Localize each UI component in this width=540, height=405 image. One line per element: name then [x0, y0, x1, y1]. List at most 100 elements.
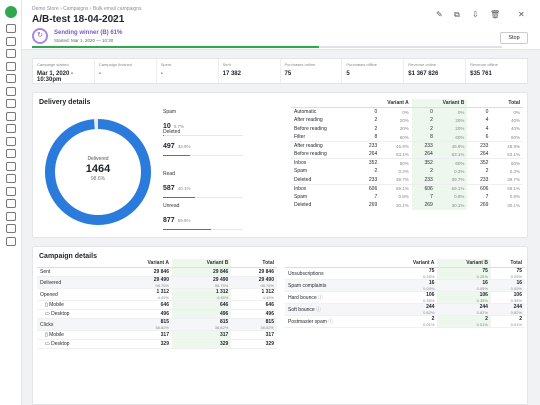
- legend-label: Unread: [163, 203, 180, 209]
- chart-icon[interactable]: [6, 36, 16, 46]
- metric-value: 17 382: [222, 71, 241, 77]
- table-row: Inbox 352 60% 352 60% 352 60%: [291, 158, 523, 167]
- cell-value: 329: [113, 339, 172, 349]
- filter-icon[interactable]: [6, 86, 16, 96]
- metric-label: Sent: [222, 62, 231, 67]
- cell-value: 106 0.35%: [490, 291, 525, 304]
- metric-7: Revenue offline $35 761: [466, 59, 527, 83]
- row-label: Spam complaints: [285, 279, 385, 292]
- cell-pct: 60%: [399, 134, 409, 140]
- cell-pct: 69.1%: [435, 183, 468, 193]
- search-icon[interactable]: [6, 99, 16, 108]
- row-label-text: Mobile: [49, 302, 64, 308]
- dashboard-icon[interactable]: [6, 24, 16, 33]
- image-icon[interactable]: [6, 174, 16, 183]
- cell-value: 233: [467, 141, 492, 150]
- mail-icon[interactable]: [6, 136, 16, 146]
- cell-value: 1 312 4.45%: [231, 288, 277, 301]
- settings-icon[interactable]: [6, 224, 16, 233]
- cell-value: 16 0.05%: [437, 279, 491, 292]
- monitor-icon[interactable]: [6, 111, 16, 121]
- cell-pct: 46.9%: [435, 141, 468, 150]
- donut-center-label: Delivered: [87, 156, 109, 162]
- columns-icon[interactable]: [6, 161, 16, 171]
- metric-0: Campaign started Mar 1, 2020 - 10:30pm: [33, 59, 95, 83]
- legend-pct: 33.9%: [177, 144, 191, 149]
- cell-value: 317: [171, 330, 232, 340]
- stop-button[interactable]: Stop: [500, 32, 528, 44]
- table-row: Inbox 606 69.1% 606 69.1% 606 69.1%: [291, 183, 523, 193]
- cell-pct: 30.1%: [396, 202, 409, 208]
- cell-value: 264: [411, 150, 436, 159]
- close-icon[interactable]: ✕: [518, 10, 525, 19]
- row-label-text: Desktop: [51, 311, 70, 317]
- row-label: Hard bounce ⓘ: [285, 291, 385, 304]
- cell-value: 29 846: [171, 267, 232, 277]
- info-icon[interactable]: ⓘ: [314, 307, 322, 313]
- cell-value: 317: [113, 330, 172, 340]
- cart-icon[interactable]: [6, 49, 16, 58]
- messages-icon[interactable]: [6, 149, 16, 158]
- desktop-icon: ▭: [45, 311, 52, 317]
- cell-pct: 0%: [402, 109, 409, 115]
- help-icon[interactable]: [6, 211, 16, 221]
- cell-value: 2: [485, 168, 489, 175]
- legend-bar-fill: [163, 229, 211, 230]
- legend-read: Read 587 40.1%: [163, 171, 243, 198]
- cell-value: 7: [485, 193, 489, 200]
- edit-icon[interactable]: ✎: [110, 16, 116, 23]
- row-label: Spam: [294, 193, 308, 200]
- cell-value: 8: [374, 134, 378, 140]
- cell-pct: 20%: [399, 126, 409, 132]
- cell-pct: 30.1%: [507, 202, 520, 208]
- logo-icon[interactable]: [5, 6, 17, 18]
- copy-icon[interactable]: ⧉: [454, 10, 460, 19]
- legend-bar-fill: [163, 155, 191, 156]
- column-header: Variant A: [113, 259, 172, 268]
- grid-icon[interactable]: [6, 186, 16, 196]
- sidebar-toggle-icon[interactable]: [6, 236, 16, 246]
- column-header: Total: [231, 259, 277, 268]
- cell-value: 329: [171, 339, 232, 349]
- cell-value: 1 312 4.45%: [113, 288, 172, 301]
- list-icon[interactable]: [6, 74, 16, 83]
- delete-icon[interactable]: 🗑: [490, 10, 501, 19]
- tree-icon[interactable]: [6, 124, 16, 133]
- info-icon[interactable]: ⓘ: [316, 295, 324, 301]
- table-row: Clicks 815 38.82% 815 38.82% 815 38.82%: [37, 318, 277, 331]
- legend-pct: 0.7%: [173, 124, 185, 129]
- delivery-title: Delivery details: [39, 99, 91, 106]
- sidebar: [0, 0, 22, 405]
- cell-value: 4: [485, 125, 489, 132]
- breadcrumb[interactable]: Demo Store › Campaigns › Bulk email camp…: [32, 6, 142, 12]
- legend-value: 587: [163, 185, 175, 192]
- cell-value: 244 0.82%: [384, 303, 438, 316]
- cell-value: 8: [411, 133, 436, 142]
- grid-icon[interactable]: [6, 61, 16, 71]
- cell-value: 29 490 98.75%: [231, 276, 277, 289]
- edit-icon[interactable]: ✎: [436, 10, 443, 19]
- legend-value: 877: [163, 217, 175, 224]
- cell-value: 106 0.35%: [384, 291, 438, 304]
- info-icon[interactable]: ⓘ: [326, 319, 334, 325]
- cell-value: 352: [356, 158, 381, 167]
- row-label-text: Clicks: [40, 321, 54, 328]
- table-row: Delivered 29 490 98.75% 29 490 98.75% 29 490 9…: [37, 276, 277, 289]
- table-row: ▭ Desktop 329 329 329: [37, 339, 277, 349]
- table-row: After reading 2 20% 2 20% 4 40%: [291, 116, 523, 125]
- row-label-text: Desktop: [51, 341, 70, 347]
- cell-pct: 46.9%: [491, 141, 523, 150]
- row-label: Inbox: [291, 158, 357, 167]
- metric-label: Campaign started: [37, 62, 69, 67]
- row-label-text: Mobile: [49, 332, 64, 338]
- metric-2: Spent -: [157, 59, 219, 83]
- table-row: Hard bounce ⓘ 106 0.35% 106 0.35% 106 0.35%: [285, 291, 525, 304]
- cell-value: 352: [411, 158, 436, 167]
- cell-value: 815 38.82%: [113, 318, 172, 331]
- main: Demo Store › Campaigns › Bulk email camp…: [22, 0, 540, 405]
- cell-pct: 60%: [510, 134, 520, 140]
- column-header: Variant B: [437, 259, 491, 268]
- smile-icon[interactable]: [6, 199, 16, 208]
- sending-status: Sending winner (B) 61%: [54, 30, 123, 36]
- download-icon[interactable]: ⇩: [472, 10, 479, 19]
